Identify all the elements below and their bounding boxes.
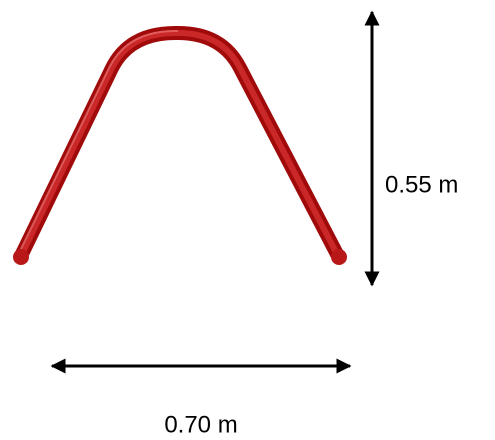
width-label: 0.70 m [164, 411, 237, 438]
height-label: 0.55 m [385, 171, 458, 198]
bent-tube [13, 25, 347, 265]
